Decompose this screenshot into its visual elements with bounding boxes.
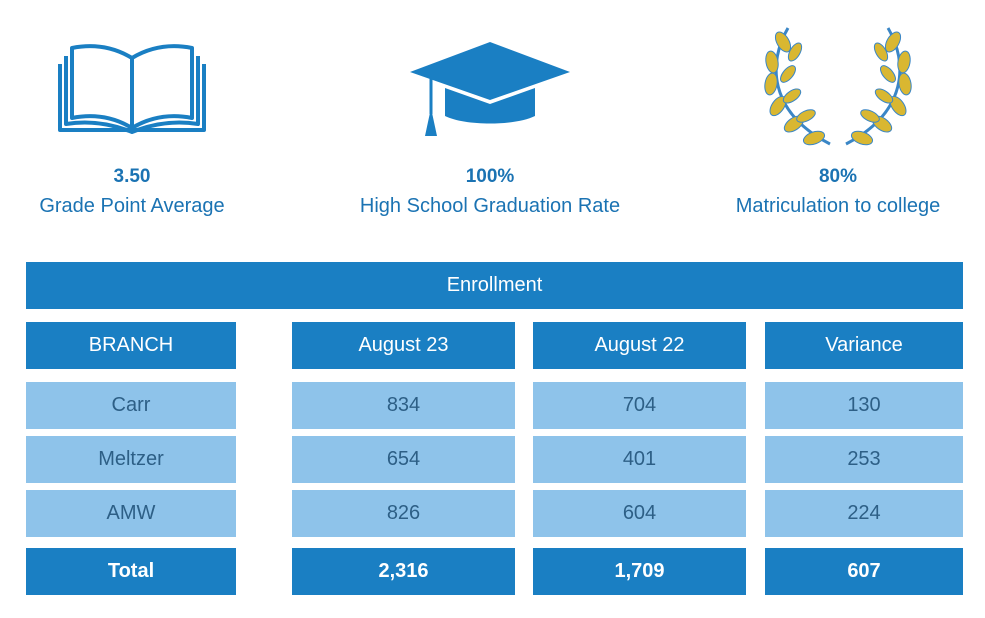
- open-book-icon: [58, 44, 206, 134]
- table-row-variance: 253: [765, 436, 963, 483]
- table-row-branch: AMW: [26, 490, 236, 537]
- table-row-aug23: 826: [292, 490, 515, 537]
- table-row-variance: 224: [765, 490, 963, 537]
- graduation-value: 100%: [465, 166, 515, 187]
- table-row-variance: 130: [765, 382, 963, 429]
- table-row-aug22: 704: [533, 382, 746, 429]
- table-row-aug23: 654: [292, 436, 515, 483]
- enrollment-title: Enrollment: [26, 262, 963, 309]
- header-august-23: August 23: [292, 322, 515, 369]
- laurel-wreath-icon: [764, 27, 912, 146]
- table-row-aug23: 834: [292, 382, 515, 429]
- header-branch: BRANCH: [26, 322, 236, 369]
- graduation-cap-icon: [410, 42, 570, 136]
- header-variance: Variance: [765, 322, 963, 369]
- table-row-aug22: 401: [533, 436, 746, 483]
- header-august-22: August 22: [533, 322, 746, 369]
- matriculation-value: 80%: [818, 166, 858, 187]
- gpa-label: Grade Point Average: [39, 195, 225, 217]
- total-aug22: 1,709: [533, 548, 746, 595]
- total-label: Total: [26, 548, 236, 595]
- table-row-branch: Meltzer: [26, 436, 236, 483]
- graduation-label: High School Graduation Rate: [359, 195, 621, 217]
- total-variance: 607: [765, 548, 963, 595]
- gpa-value: 3.50: [113, 166, 151, 187]
- table-row-aug22: 604: [533, 490, 746, 537]
- total-aug23: 2,316: [292, 548, 515, 595]
- matriculation-label: Matriculation to college: [735, 195, 941, 217]
- table-row-branch: Carr: [26, 382, 236, 429]
